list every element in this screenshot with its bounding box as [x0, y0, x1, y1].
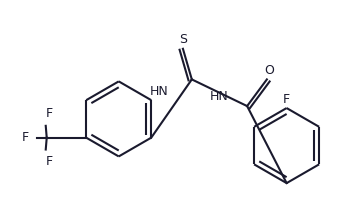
Text: HN: HN: [210, 90, 229, 103]
Text: HN: HN: [150, 85, 169, 98]
Text: F: F: [283, 93, 290, 106]
Text: F: F: [22, 131, 29, 144]
Text: S: S: [179, 33, 187, 46]
Text: F: F: [46, 155, 53, 168]
Text: O: O: [264, 64, 274, 77]
Text: F: F: [46, 108, 53, 121]
